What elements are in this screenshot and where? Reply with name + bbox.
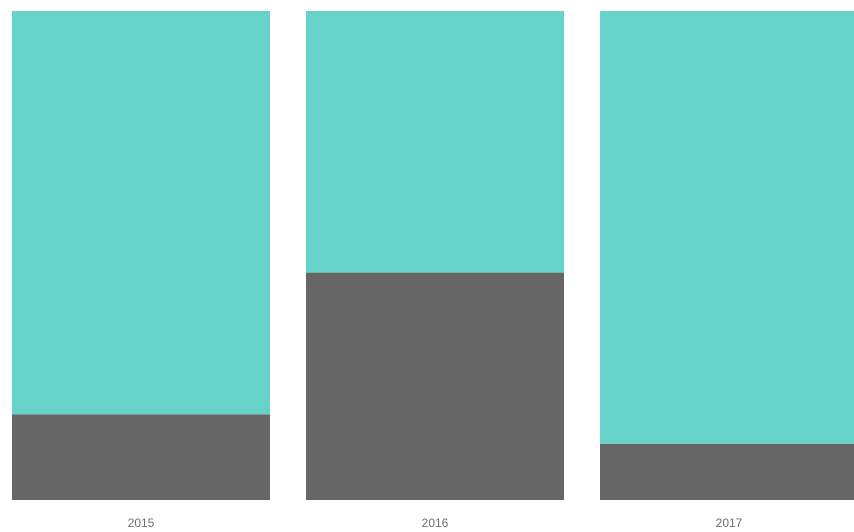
bar-2017-segment-2 bbox=[600, 11, 854, 444]
bar-2015-segment-2 bbox=[12, 11, 270, 415]
x-tick-label-2015: 2015 bbox=[128, 516, 155, 530]
bar-2016-segment-2 bbox=[306, 11, 564, 273]
bar-2015-segment-1 bbox=[12, 414, 270, 500]
x-tick-label-2017: 2017 bbox=[716, 516, 743, 530]
bar-2017-segment-1 bbox=[600, 443, 854, 500]
x-axis-tick-labels: 2015 2016 2017 bbox=[128, 516, 743, 530]
bar-2016-segment-1 bbox=[306, 272, 564, 500]
x-tick-label-2016: 2016 bbox=[422, 516, 449, 530]
bars-layer bbox=[12, 11, 854, 500]
